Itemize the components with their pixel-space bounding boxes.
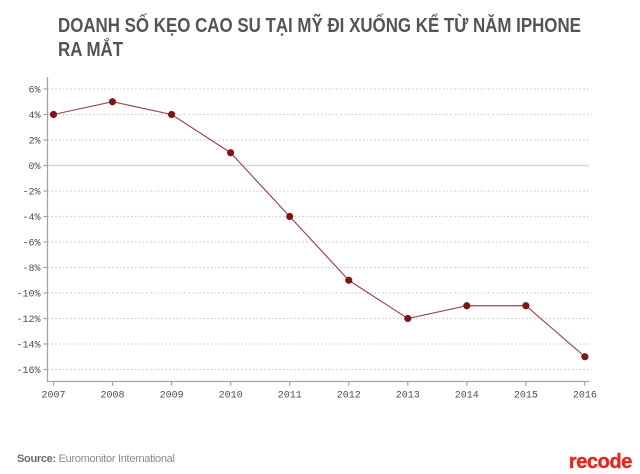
svg-text:2015: 2015 — [514, 391, 538, 402]
svg-text:2010: 2010 — [219, 391, 243, 402]
svg-text:2007: 2007 — [41, 391, 65, 402]
svg-text:2%: 2% — [28, 137, 40, 148]
svg-text:-10%: -10% — [16, 290, 40, 301]
svg-text:2008: 2008 — [100, 391, 124, 402]
svg-text:-12%: -12% — [16, 315, 40, 326]
svg-text:-2%: -2% — [22, 188, 40, 199]
svg-text:0%: 0% — [28, 162, 40, 173]
svg-text:-8%: -8% — [22, 264, 40, 275]
svg-text:4%: 4% — [28, 111, 40, 122]
svg-text:6%: 6% — [28, 86, 40, 97]
svg-text:-6%: -6% — [22, 239, 40, 250]
svg-text:2009: 2009 — [160, 391, 184, 402]
svg-text:-14%: -14% — [16, 341, 40, 352]
svg-text:2011: 2011 — [278, 391, 302, 402]
svg-text:-16%: -16% — [16, 366, 40, 377]
svg-text:2014: 2014 — [455, 391, 479, 402]
svg-text:2016: 2016 — [573, 391, 597, 402]
svg-text:-4%: -4% — [22, 213, 40, 224]
svg-text:2012: 2012 — [337, 391, 361, 402]
svg-text:2013: 2013 — [396, 391, 420, 402]
